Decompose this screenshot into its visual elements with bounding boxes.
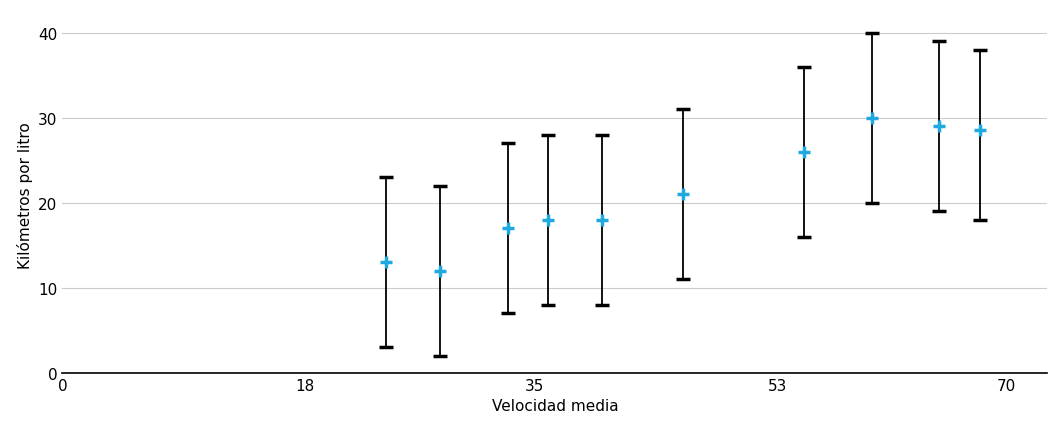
X-axis label: Velocidad media: Velocidad media — [492, 399, 618, 413]
Y-axis label: Kilómetros por litro: Kilómetros por litro — [17, 122, 33, 268]
